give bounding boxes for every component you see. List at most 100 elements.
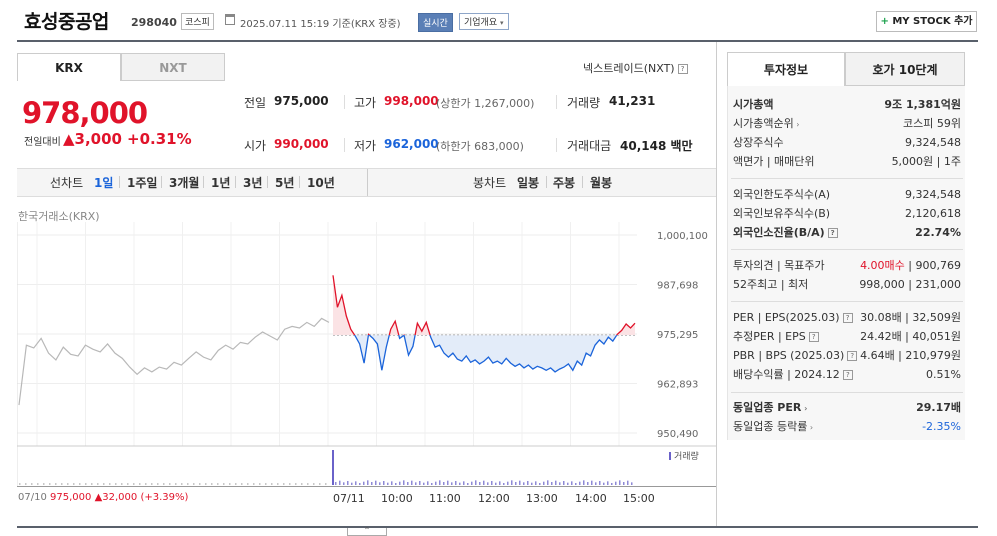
volume-bar xyxy=(355,481,357,485)
quote-divider xyxy=(556,95,557,109)
intraday-chart[interactable]: 1,000,100 987,698 975,295 962,893 950,49… xyxy=(17,222,716,486)
volume-bar xyxy=(91,483,93,485)
volume-bar xyxy=(67,483,69,485)
prev-close-price: 975,000 xyxy=(50,492,92,503)
info-value: 코스피 59위 xyxy=(903,117,961,130)
header-divider xyxy=(17,40,978,42)
corp-info-dropdown[interactable]: 기업개요 ▾ xyxy=(459,13,509,30)
info-label: 52주최고 | 최저 xyxy=(733,278,809,291)
info-value: 0.51% xyxy=(926,368,961,381)
mystock-add-button[interactable]: + MY STOCK 추가 xyxy=(876,11,977,32)
help-icon: ? xyxy=(808,332,819,342)
info-row-dividend: 배당수익률 | 2024.12? 0.51% xyxy=(733,367,961,383)
tab-order-book[interactable]: 호가 10단계 xyxy=(845,52,965,86)
volume-bar xyxy=(55,483,57,485)
amount-label: 거래대금 xyxy=(567,139,612,153)
price-line-down xyxy=(353,335,618,373)
info-value: 2,120,618 xyxy=(905,207,961,220)
open-label: 시가 xyxy=(244,139,267,153)
info-value: -2.35% xyxy=(922,420,961,433)
volume-bar xyxy=(335,482,337,485)
period-1d[interactable]: 1일 xyxy=(94,176,114,190)
tab-krx[interactable]: KRX xyxy=(17,53,121,81)
high-label: 고가 xyxy=(354,96,377,110)
info-label: 투자의견 | 목표주가 xyxy=(733,259,825,272)
realtime-button[interactable]: 실시간 xyxy=(418,13,453,32)
upper-limit: (상한가 1,267,000) xyxy=(436,97,535,110)
volume-bar xyxy=(387,482,389,485)
period-10y[interactable]: 10년 xyxy=(307,176,335,190)
change-label: 전일대비 xyxy=(24,137,61,148)
volume-bar xyxy=(163,483,165,485)
volume-bar xyxy=(563,481,565,485)
info-row-sector-change[interactable]: 동일업종 등락률 › -2.35% xyxy=(733,419,961,435)
nxt-link[interactable]: 넥스트레이드(NXT)? xyxy=(583,60,688,76)
period-1w[interactable]: 1주일 xyxy=(127,176,158,190)
period-divider xyxy=(161,176,162,188)
info-row-sector-per[interactable]: 동일업종 PER › 29.17배 xyxy=(733,400,961,416)
volume-bar xyxy=(31,483,33,485)
prev-change-pct: (+3.39%) xyxy=(140,492,189,503)
info-row-market-cap: 시가총액 9조 1,381억원 xyxy=(733,97,961,113)
volume-bar xyxy=(43,483,45,485)
period-divider xyxy=(235,176,236,188)
period-3y[interactable]: 3년 xyxy=(243,176,263,190)
volume-label: 거래량 xyxy=(567,96,601,110)
corp-info-label: 기업개요 xyxy=(464,18,498,28)
prev-day-line xyxy=(18,317,330,406)
candle-weekly[interactable]: 주봉 xyxy=(553,176,576,190)
info-value: 998,000 | 231,000 xyxy=(859,278,961,291)
volume-bar xyxy=(523,482,525,485)
volume-bar xyxy=(459,482,461,485)
volume-bar xyxy=(471,481,473,485)
volume-legend-label: 거래량 xyxy=(674,450,699,462)
x-tick: 11:00 xyxy=(429,492,461,505)
invest-info-panel xyxy=(727,86,965,440)
volume-bar xyxy=(455,481,457,485)
info-row-52week: 52주최고 | 최저 998,000 | 231,000 xyxy=(733,277,961,293)
period-3m[interactable]: 3개월 xyxy=(169,176,200,190)
candle-monthly[interactable]: 월봉 xyxy=(590,176,613,190)
tab-nxt[interactable]: NXT xyxy=(121,53,225,81)
volume-bar xyxy=(571,481,573,485)
period-divider xyxy=(267,176,268,188)
help-icon: ? xyxy=(677,64,688,74)
period-1y[interactable]: 1년 xyxy=(211,176,231,190)
info-row-foreign-limit: 외국인한도주식수(A) 9,324,548 xyxy=(733,187,961,203)
info-label: 외국인소진율(B/A)? xyxy=(733,225,838,241)
volume-bar xyxy=(211,483,213,485)
volume-bar xyxy=(503,483,505,485)
high-value: 998,000 xyxy=(384,94,439,108)
change-amount: 3,000 xyxy=(74,130,122,148)
volume-bar xyxy=(351,482,353,485)
volume-bar xyxy=(367,480,369,485)
info-row-foreign-hold: 외국인보유주식수(B) 2,120,618 xyxy=(733,206,961,222)
volume-bar xyxy=(615,481,617,485)
info-row-pbr: PBR | BPS (2025.03)? 4.64배 | 210,979원 xyxy=(733,348,961,364)
tab-invest-info[interactable]: 투자정보 xyxy=(727,52,845,86)
change-percent: +0.31% xyxy=(127,130,192,148)
y-tick: 987,698 xyxy=(657,280,698,291)
info-row-cap-rank[interactable]: 시가총액순위 › 코스피 59위 xyxy=(733,116,961,132)
chevron-right-icon: › xyxy=(793,120,800,129)
expand-handle[interactable]: ⌃ xyxy=(347,527,387,536)
volume-bar xyxy=(515,482,517,485)
candle-daily[interactable]: 일봉 xyxy=(517,176,540,190)
volume-value: 41,231 xyxy=(609,94,656,108)
prev-date: 07/10 xyxy=(18,492,47,503)
period-divider xyxy=(203,176,204,188)
info-divider xyxy=(731,392,963,393)
period-5y[interactable]: 5년 xyxy=(275,176,295,190)
prev-close-label: 전일 xyxy=(244,96,267,110)
volume-bar xyxy=(289,483,291,485)
current-price: 978,000 xyxy=(22,96,148,130)
period-divider xyxy=(119,176,120,188)
volume-bar xyxy=(391,481,393,485)
volume-bar xyxy=(619,480,621,485)
info-divider xyxy=(731,178,963,179)
volume-bar xyxy=(399,481,401,485)
volume-bar xyxy=(451,482,453,485)
volume-bar xyxy=(169,483,171,485)
volume-bar xyxy=(539,483,541,485)
info-label: 시가총액순위 › xyxy=(733,117,800,130)
